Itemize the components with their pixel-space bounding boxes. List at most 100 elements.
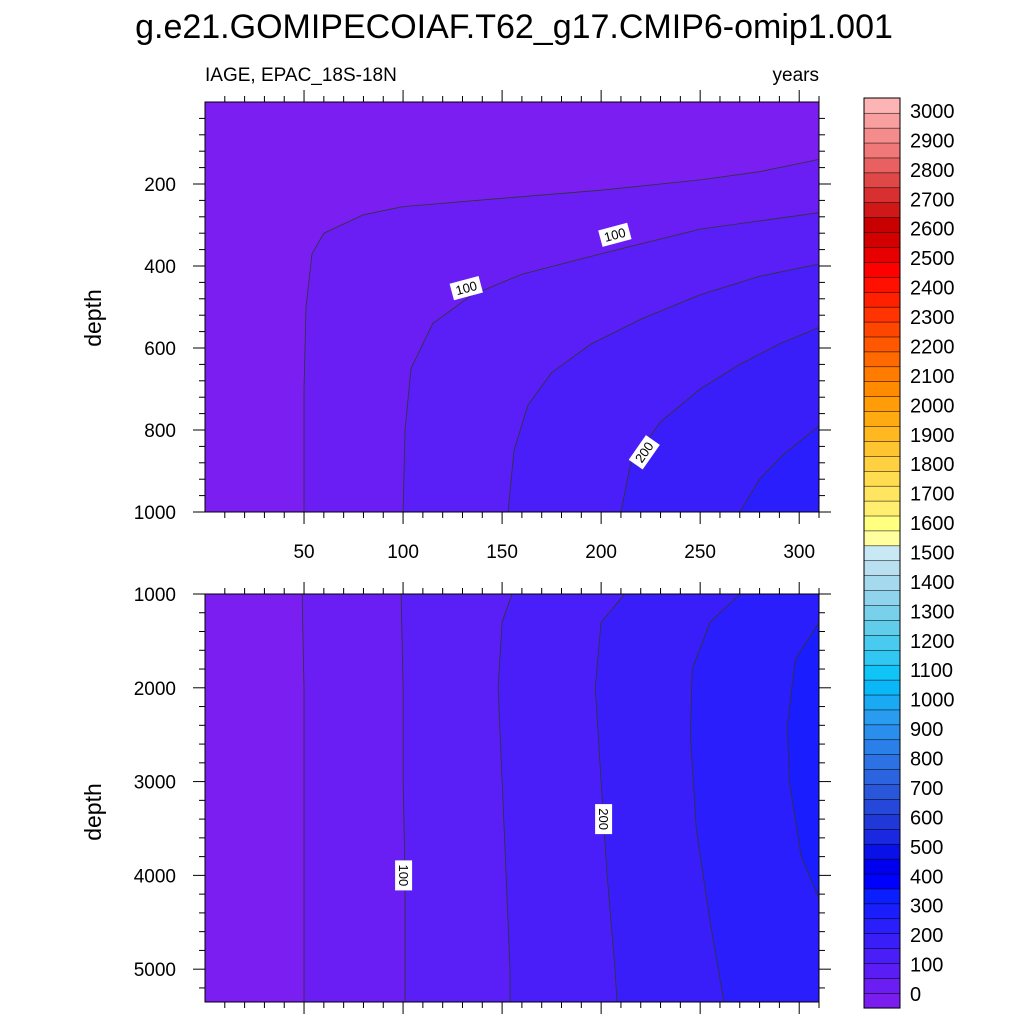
- colorbar-bin: [863, 634, 901, 651]
- contour-line-100: [402, 212, 819, 512]
- colorbar-label: 200: [910, 925, 943, 947]
- colorbar-bin: [863, 783, 901, 800]
- colorbar-bin: [863, 217, 901, 233]
- field-band-6: [787, 594, 819, 1002]
- contour-line-300: [786, 621, 819, 899]
- colorbar-label: 1500: [910, 543, 955, 565]
- colorbar-label: 2600: [910, 219, 955, 241]
- colorbar-label: 2900: [910, 130, 955, 152]
- colorbar-label: 1100: [910, 660, 953, 682]
- contour-label-box: [595, 804, 613, 835]
- colorbar-bin: [863, 202, 901, 218]
- x-tick-label: 100: [387, 542, 419, 563]
- colorbar-label: 1800: [910, 454, 955, 476]
- colorbar-bin: [863, 440, 901, 457]
- chart-title: g.e21.GOMIPECOIAF.T62_g17.CMIP6-omip1.00…: [135, 8, 893, 46]
- colorbar-bin: [863, 172, 901, 189]
- y-tick-label: 4000: [134, 866, 176, 887]
- colorbar-bin: [863, 246, 901, 263]
- colorbar-bin: [863, 276, 901, 293]
- field-band-5: [690, 594, 819, 1002]
- colorbar-bin: [863, 843, 901, 860]
- y-tick-label: 1000: [134, 503, 176, 524]
- field-band-5: [739, 425, 819, 512]
- colorbar-bin: [863, 813, 901, 830]
- y-tick-label: 800: [144, 421, 176, 442]
- colorbar-bin: [863, 992, 901, 1009]
- contour-label-text: 100: [396, 865, 411, 887]
- y-tick-label: 1000: [134, 585, 176, 606]
- colorbar-bin: [863, 142, 901, 159]
- colorbar-label: 1000: [910, 690, 955, 712]
- y-tick-label: 2000: [134, 679, 176, 700]
- colorbar-label: 3000: [910, 101, 955, 123]
- colorbar-bin: [863, 470, 901, 487]
- colorbar-bin: [863, 351, 901, 368]
- colorbar-label: 1700: [910, 484, 955, 506]
- colorbar-bin: [863, 590, 901, 606]
- y-tick-label: 200: [144, 175, 176, 196]
- contour-line-100: [400, 594, 406, 1002]
- field-band-4: [620, 327, 819, 512]
- y-tick-label: 3000: [134, 773, 176, 794]
- subtitle-left: IAGE, EPAC_18S-18N: [205, 65, 397, 86]
- colorbar-label: 1900: [910, 425, 955, 447]
- colorbar-bin: [863, 724, 901, 741]
- colorbar-label: 1300: [910, 601, 955, 623]
- subtitle-right: years: [773, 65, 819, 86]
- colorbar-bin: [863, 321, 901, 338]
- colorbar-bin: [863, 232, 901, 248]
- colorbar-bin: [863, 425, 901, 442]
- colorbar-bin: [863, 888, 901, 905]
- colorbar-label: 700: [910, 778, 943, 800]
- x-tick-label: 150: [486, 542, 518, 563]
- contour-label-box: [628, 435, 660, 470]
- colorbar-bin: [863, 455, 901, 472]
- colorbar-label: 300: [910, 896, 943, 918]
- colorbar-bin: [863, 515, 901, 532]
- colorbar-label: 2000: [910, 395, 955, 417]
- colorbar-label: 1600: [910, 513, 955, 535]
- colorbar-label: 2800: [910, 160, 955, 182]
- colorbar-bin: [863, 306, 901, 323]
- colorbar-bin: [863, 963, 901, 979]
- colorbar-bin: [863, 381, 901, 397]
- contour-line-250: [689, 594, 741, 1002]
- colorbar-bin: [863, 530, 901, 547]
- colorbar-bin: [863, 828, 901, 845]
- contour-label-box: [598, 222, 632, 247]
- colorbar-label: 400: [910, 866, 943, 888]
- colorbar-bin: [863, 933, 901, 949]
- colorbar-label: 900: [910, 719, 943, 741]
- colorbar-label: 2200: [910, 337, 955, 359]
- colorbar-bin: [863, 560, 901, 576]
- colorbar-bin: [863, 485, 901, 502]
- colorbar-bin: [863, 619, 901, 636]
- contour-label-text: 100: [454, 278, 479, 298]
- colorbar-bin: [863, 261, 901, 278]
- plot-area: 200 100: [205, 594, 819, 1002]
- colorbar-bin: [863, 187, 901, 203]
- x-tick-label: 200: [585, 542, 617, 563]
- colorbar-label: 100: [910, 955, 943, 977]
- colorbar-label: 2100: [910, 366, 955, 388]
- colorbar-bin: [863, 918, 901, 934]
- colorbar-bin: [863, 679, 901, 696]
- contour-label-text: 200: [596, 808, 611, 830]
- colorbar-bin: [863, 112, 901, 129]
- colorbar-frame: [863, 97, 901, 1009]
- colorbar-bin: [863, 336, 901, 353]
- contour-label-text: 100: [602, 225, 627, 245]
- colorbar-label: 800: [910, 749, 943, 771]
- colorbar-bin: [863, 754, 901, 770]
- lower-panel: 200 100 1000 2000 3000 4000 5000 depth: [80, 582, 831, 1014]
- x-tick-label: 50: [293, 542, 314, 563]
- colorbar-label: 600: [910, 807, 943, 829]
- y-tick-label: 5000: [134, 960, 176, 981]
- colorbar-bin: [863, 948, 901, 964]
- contour-label: 100: [598, 222, 632, 247]
- colorbar-bin: [863, 649, 901, 666]
